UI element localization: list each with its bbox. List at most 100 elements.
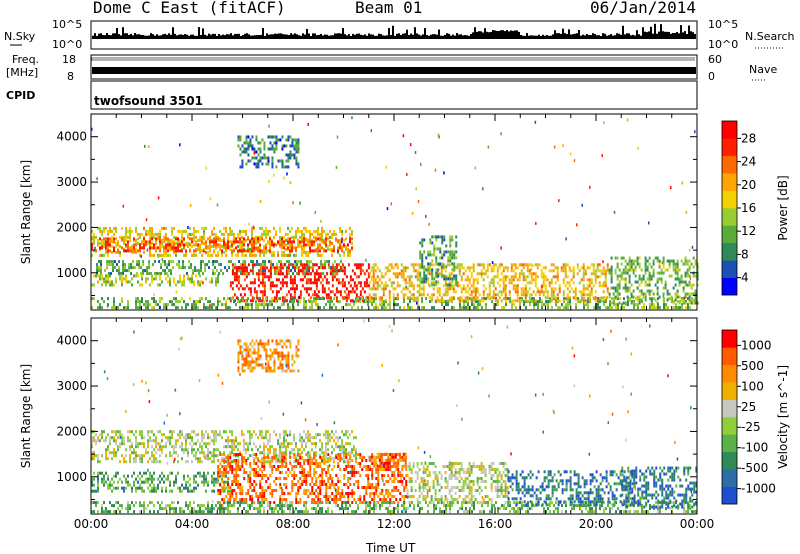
data-cell bbox=[420, 293, 423, 297]
noise-bar bbox=[530, 35, 532, 39]
noise-bar bbox=[652, 33, 654, 39]
data-cell bbox=[223, 240, 225, 244]
data-cell bbox=[365, 281, 368, 285]
scatter-point bbox=[553, 145, 556, 149]
data-cell bbox=[473, 303, 475, 307]
data-cell bbox=[261, 138, 264, 142]
data-cell bbox=[289, 229, 291, 233]
data-cell bbox=[383, 306, 385, 310]
data-cell bbox=[131, 277, 133, 281]
data-cell bbox=[583, 303, 585, 307]
data-cell bbox=[233, 272, 236, 276]
data-cell bbox=[211, 454, 213, 458]
data-cell bbox=[690, 286, 693, 290]
data-cell bbox=[146, 266, 149, 270]
data-cell bbox=[239, 147, 242, 151]
data-cell bbox=[181, 240, 183, 244]
noise-bar bbox=[386, 35, 388, 39]
data-cell bbox=[123, 306, 125, 310]
data-cell bbox=[201, 445, 203, 449]
data-cell bbox=[453, 250, 456, 254]
data-cell bbox=[339, 246, 341, 250]
data-cell bbox=[439, 235, 442, 239]
data-cell bbox=[297, 165, 300, 169]
data-cell bbox=[197, 448, 199, 452]
data-cell bbox=[692, 274, 695, 278]
data-cell bbox=[441, 265, 444, 269]
data-cell bbox=[199, 274, 201, 278]
data-cell bbox=[333, 269, 336, 273]
data-cell bbox=[544, 278, 547, 282]
data-cell bbox=[432, 287, 435, 291]
data-cell bbox=[129, 246, 131, 250]
data-cell bbox=[335, 278, 338, 282]
data-cell bbox=[428, 296, 431, 300]
data-cell bbox=[335, 266, 338, 270]
data-cell bbox=[674, 262, 677, 266]
data-cell bbox=[293, 144, 296, 148]
data-cell bbox=[313, 297, 315, 301]
data-cell bbox=[263, 141, 266, 145]
noise-bar bbox=[642, 27, 644, 39]
data-cell bbox=[183, 283, 185, 287]
data-cell bbox=[538, 290, 541, 294]
data-cell bbox=[133, 246, 135, 250]
data-cell bbox=[516, 290, 519, 294]
data-cell bbox=[684, 292, 687, 296]
data-cell bbox=[328, 266, 331, 270]
data-cell bbox=[422, 284, 425, 288]
data-cell bbox=[239, 442, 241, 446]
data-cell bbox=[163, 249, 165, 253]
data-cell bbox=[299, 293, 302, 297]
data-cell bbox=[245, 229, 247, 233]
data-cell bbox=[259, 249, 261, 253]
data-cell bbox=[218, 272, 221, 276]
data-cell bbox=[187, 274, 189, 278]
noise-bar bbox=[544, 35, 546, 39]
data-cell bbox=[135, 460, 137, 464]
data-cell bbox=[141, 436, 143, 440]
data-cell bbox=[101, 454, 103, 458]
data-cell bbox=[404, 269, 407, 273]
data-cell bbox=[305, 253, 307, 257]
data-cell bbox=[676, 277, 679, 281]
data-cell bbox=[129, 235, 131, 239]
data-cell bbox=[549, 297, 551, 301]
noise-bar bbox=[356, 33, 358, 39]
data-cell bbox=[281, 240, 283, 244]
data-cell bbox=[235, 275, 238, 279]
colorbar-segment bbox=[722, 277, 737, 296]
data-cell bbox=[400, 269, 403, 273]
data-cell bbox=[552, 287, 555, 291]
data-cell bbox=[684, 295, 687, 299]
data-cell bbox=[510, 269, 513, 273]
data-cell bbox=[195, 253, 197, 257]
data-cell bbox=[646, 265, 649, 269]
data-cell bbox=[115, 439, 117, 443]
data-cell bbox=[133, 243, 135, 247]
data-cell bbox=[182, 260, 185, 264]
data-cell bbox=[103, 241, 105, 245]
data-cell bbox=[331, 249, 333, 253]
data-cell bbox=[115, 277, 117, 281]
data-cell bbox=[674, 292, 677, 296]
data-cell bbox=[307, 272, 310, 276]
data-cell bbox=[215, 237, 217, 241]
data-cell bbox=[688, 295, 691, 299]
data-cell bbox=[193, 229, 195, 233]
data-cell bbox=[331, 300, 333, 304]
data-cell bbox=[93, 454, 95, 458]
data-cell bbox=[301, 253, 303, 257]
data-cell bbox=[291, 226, 293, 230]
data-cell bbox=[139, 430, 141, 434]
data-cell bbox=[496, 272, 499, 276]
data-cell bbox=[179, 238, 181, 242]
data-cell bbox=[181, 297, 183, 301]
data-cell bbox=[307, 281, 310, 285]
data-cell bbox=[672, 259, 675, 263]
data-cell bbox=[373, 297, 375, 301]
noise-bar bbox=[482, 32, 484, 39]
data-cell bbox=[588, 284, 591, 288]
data-cell bbox=[273, 243, 275, 247]
data-cell bbox=[257, 237, 259, 241]
